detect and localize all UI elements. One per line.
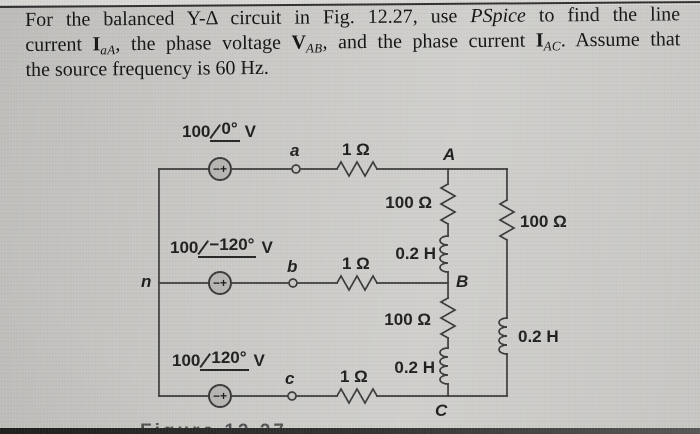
- minus-terminal: −: [213, 389, 221, 403]
- inductor-load-AC: [498, 317, 508, 355]
- angle-symbol: [210, 124, 221, 139]
- source-label-cn: 100 120° V: [172, 348, 265, 371]
- resistor-label-load-AB: 100 Ω: [385, 193, 432, 212]
- angle-symbol: [198, 240, 209, 255]
- inductor-load-BC: [439, 347, 449, 385]
- inductor-label-load-BC: 0.2 H: [394, 358, 435, 377]
- minus-terminal: −: [213, 162, 221, 176]
- inductor-label-load-AB: 0.2 H: [395, 244, 436, 263]
- plus-terminal: +: [220, 162, 228, 176]
- inductor-load-AB: [439, 235, 449, 273]
- angle-value: 0°: [221, 119, 238, 138]
- voltage-source-cn: − +: [208, 384, 232, 408]
- source-label-an: 100 0° V: [182, 119, 256, 142]
- inductor-label-load-AC: 0.2 H: [518, 327, 559, 346]
- resistor-load-AB: [439, 182, 457, 226]
- figure-caption-text: Figure 12.27: [140, 421, 287, 429]
- node-terminal-b: [288, 278, 298, 288]
- unit: V: [261, 238, 273, 257]
- node-label-a: a: [290, 141, 300, 160]
- magnitude: 100: [182, 122, 211, 141]
- minus-terminal: −: [213, 276, 221, 290]
- magnitude: 100: [170, 238, 199, 257]
- unit: V: [244, 122, 256, 141]
- node-label-C: C: [435, 401, 448, 420]
- resistor-label-line-bottom: 1 Ω: [340, 367, 368, 386]
- node-label-b: b: [287, 257, 298, 276]
- source-label-bn: 100 −120° V: [170, 235, 273, 258]
- node-label-A: A: [443, 145, 456, 164]
- node-label-c: c: [285, 369, 295, 388]
- resistor-line-mid: [335, 274, 379, 292]
- resistor-label-line-top: 1 Ω: [342, 140, 370, 159]
- voltage-source-an: − +: [208, 157, 232, 181]
- magnitude: 100: [172, 351, 201, 370]
- unit: V: [253, 351, 265, 370]
- angle-value: 120°: [211, 348, 247, 367]
- scan-bottom-bar: [0, 428, 700, 434]
- page-top-edge: [0, 0, 700, 5]
- resistor-line-top: [335, 160, 379, 178]
- node-terminal-a: [291, 164, 301, 174]
- node-terminal-c: [287, 391, 297, 401]
- node-label-n: n: [141, 272, 152, 291]
- resistor-label-line-mid: 1 Ω: [342, 254, 370, 273]
- resistor-label-load-BC: 100 Ω: [384, 310, 431, 329]
- angle-symbol: [200, 353, 211, 368]
- node-label-B: B: [456, 272, 469, 291]
- resistor-line-bottom: [335, 387, 379, 405]
- plus-terminal: +: [220, 389, 228, 403]
- resistor-load-BC: [439, 296, 457, 340]
- figure-caption: Figure 12.27: [140, 421, 287, 429]
- voltage-source-bn: − +: [208, 271, 232, 295]
- resistor-label-load-AC: 100 Ω: [520, 212, 567, 231]
- plus-terminal: +: [220, 276, 228, 290]
- resistor-load-AC: [498, 198, 516, 242]
- angle-value: −120°: [209, 235, 255, 254]
